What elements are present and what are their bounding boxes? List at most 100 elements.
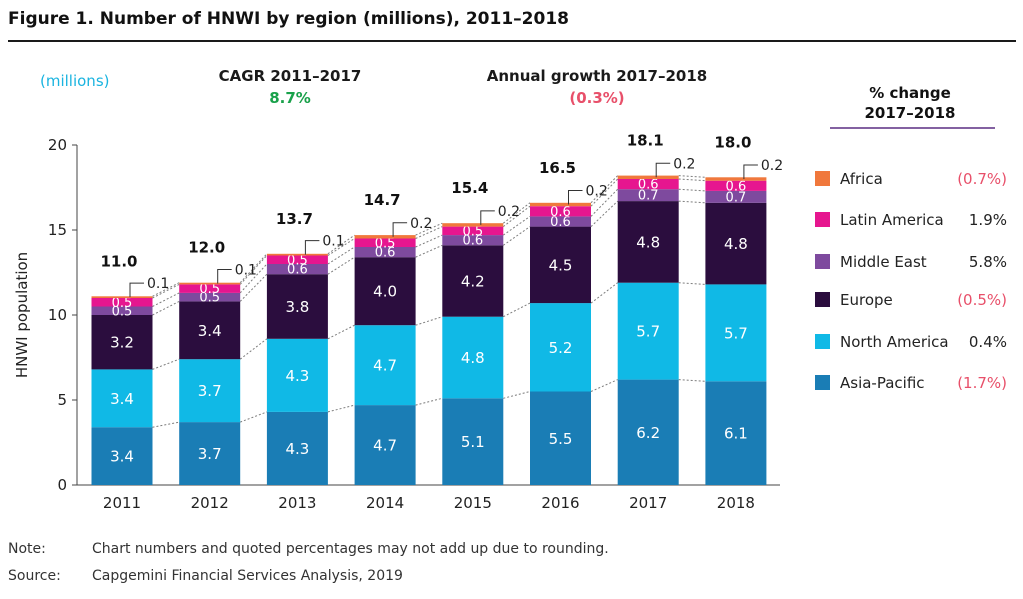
bar-segment-middle-east [91,306,153,315]
legend-change-value: (0.7%) [957,170,1007,188]
segment-value-label: 6.2 [636,424,660,442]
series-connector [678,188,706,192]
bar-segment-middle-east [266,264,328,275]
bar-segment-latin-america [354,238,416,247]
legend-label: North America [840,333,949,351]
segment-value-label: 4.8 [461,349,485,367]
bar-segment-africa [266,253,328,256]
segment-value-label: 0.5 [199,291,220,306]
segment-value-label: 0.7 [638,189,659,204]
segment-value-label: 3.2 [110,334,134,352]
bar-total-label: 11.0 [100,252,137,270]
segment-value-label: 0.6 [462,234,483,249]
bar-total-label: 18.1 [627,132,664,150]
bar-segment-north-america [442,316,504,399]
bar-segment-latin-america [266,255,328,264]
units-label: (millions) [40,72,110,90]
series-connector [590,282,619,304]
bar-segment-middle-east [179,292,241,302]
y-tick-label: 10 [48,306,67,324]
bar-segment-europe [705,202,767,285]
segment-value-label: 5.7 [724,324,748,342]
source-row: Source: Capgemini Financial Services Anal… [8,568,403,584]
series-connector [327,234,355,255]
x-tick-label: 2011 [103,494,141,512]
legend-swatch-middle-east [815,254,830,269]
series-connector [415,226,443,239]
segment-value-label: 4.7 [373,357,397,375]
africa-value-label: 0.1 [147,276,169,292]
legend-label: Latin America [840,211,944,229]
series-connector [239,338,268,360]
bar-segment-asia-pacific [91,427,153,485]
bar-total-label: 13.7 [276,210,313,228]
segment-value-label: 4.7 [373,437,397,455]
legend-change-value: 5.8% [969,253,1007,271]
series-connector [678,200,706,204]
bar-segment-middle-east [530,216,591,227]
bar-segment-asia-pacific [179,422,241,485]
series-connector [503,302,531,318]
bar-segment-africa [442,223,504,227]
africa-value-label: 0.2 [761,158,783,174]
africa-callout-line [392,222,408,237]
segment-value-label: 0.5 [112,304,133,319]
legend-swatch-africa [815,171,830,186]
cagr-value: 8.7% [269,89,311,107]
bar-segment-asia-pacific [354,405,416,485]
bar-segment-north-america [179,359,241,423]
africa-callout-line [217,269,232,284]
bar-segment-middle-east [705,190,767,203]
segment-value-label: 5.1 [461,433,485,451]
segment-value-label: 4.3 [285,367,309,385]
segment-value-label: 5.2 [549,339,573,357]
x-tick-label: 2012 [191,494,229,512]
note-text: Chart numbers and quoted percentages may… [92,541,609,557]
segment-value-label: 0.6 [638,178,659,193]
bar-segment-asia-pacific [530,391,591,485]
segment-value-label: 3.4 [110,390,134,408]
africa-callout-line [480,210,495,225]
series-connector [152,300,180,316]
segment-value-label: 3.8 [285,298,309,316]
legend-change-value: (0.5%) [957,291,1007,309]
note-row: Note: Chart numbers and quoted percentage… [8,541,609,557]
series-connector [327,256,355,275]
title-divider [8,40,1016,42]
series-connector [152,292,180,307]
y-tick-label: 15 [48,221,67,239]
bar-segment-europe [354,257,416,326]
bar-segment-latin-america [179,284,241,293]
stacked-bar-chart: 0 5 10 15 20 HNWI population (millions) CAGR 20… [13,67,1007,512]
segment-value-label: 0.6 [726,179,747,194]
bar-segment-africa [179,282,241,285]
bar-total-label: 18.0 [714,133,751,151]
segment-value-label: 3.7 [198,445,222,463]
legend-swatch-latin-america [815,212,830,227]
segment-value-label: 3.4 [198,322,222,340]
y-tick-label: 0 [57,476,67,494]
bar-segment-asia-pacific [266,411,328,485]
series-connector [503,226,531,246]
series-connector [327,404,355,413]
segment-value-label: 4.8 [724,235,748,253]
africa-value-label: 0.2 [410,216,432,232]
bar-segment-north-america [266,338,328,412]
series-connector [327,238,355,256]
series-connector [152,358,180,370]
legend-change-value: 0.4% [969,333,1007,351]
bar-segment-latin-america [91,298,153,307]
bar-segment-europe [266,274,328,339]
segment-value-label: 5.5 [549,430,573,448]
segment-value-label: 0.5 [112,296,133,311]
segment-value-label: 0.5 [375,236,396,251]
bar-total-label: 12.0 [188,239,225,257]
series-connector [239,263,268,294]
series-connector [678,178,706,182]
growth-value: (0.3%) [569,89,624,107]
legend-title-line1: % change [869,84,951,102]
series-connector [239,255,268,285]
x-tick-label: 2015 [454,494,492,512]
bar-total-label: 16.5 [539,159,576,177]
legend-label: Europe [840,291,893,309]
